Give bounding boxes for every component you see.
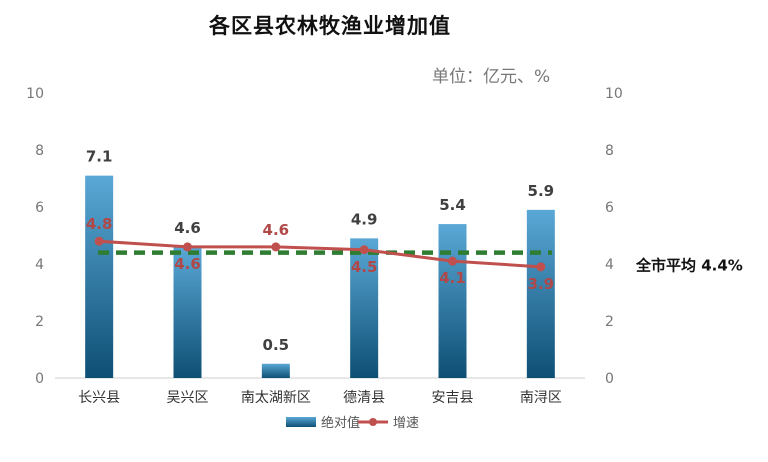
- growth-value-label: 4.6: [174, 255, 201, 273]
- y-tick-label-right: 0: [605, 371, 614, 387]
- legend-bar-label: 绝对值: [321, 415, 360, 431]
- y-tick-label-left: 2: [35, 314, 44, 330]
- growth-value-label: 4.8: [86, 215, 113, 233]
- growth-point: [448, 256, 457, 266]
- growth-point: [94, 236, 104, 246]
- x-tick-label: 南浔区: [520, 390, 562, 406]
- bar-value-label: 0.5: [263, 336, 290, 354]
- chart-title: 各区县农林牧渔业增加值: [209, 14, 451, 38]
- bar-value-label: 4.9: [351, 210, 378, 228]
- y-tick-label-left: 4: [35, 257, 44, 273]
- bar: [526, 209, 555, 378]
- bar-value-label: 4.6: [174, 219, 201, 237]
- bar: [350, 238, 379, 378]
- y-tick-label-right: 8: [605, 143, 614, 159]
- y-tick-label-left: 8: [35, 143, 44, 159]
- unit-label: 单位：亿元、%: [432, 67, 551, 87]
- growth-value-label: 4.6: [263, 221, 290, 239]
- y-tick-label-right: 4: [605, 257, 614, 273]
- y-tick-label-left: 0: [35, 371, 44, 387]
- growth-value-label: 3.9: [528, 275, 555, 293]
- growth-value-label: 4.5: [351, 258, 378, 276]
- x-tick-label: 德清县: [343, 390, 385, 406]
- x-tick-label: 南太湖新区: [241, 390, 311, 406]
- x-tick-label: 吴兴区: [167, 390, 209, 406]
- growth-point: [536, 262, 546, 272]
- legend-line-marker: [369, 418, 377, 426]
- bar-value-label: 5.4: [439, 196, 466, 214]
- x-tick-label: 长兴县: [78, 390, 120, 406]
- y-tick-label-right: 2: [605, 314, 614, 330]
- bar: [85, 175, 114, 378]
- y-tick-label-left: 10: [26, 86, 44, 102]
- growth-value-label: 4.1: [439, 269, 466, 287]
- bar-value-label: 7.1: [86, 148, 113, 166]
- y-tick-label-right: 6: [605, 200, 614, 216]
- bar-value-label: 5.9: [528, 182, 555, 200]
- bar: [261, 363, 290, 378]
- bar: [438, 224, 467, 378]
- legend-line-label: 增速: [393, 416, 419, 431]
- y-tick-label-left: 6: [35, 200, 44, 216]
- average-label: 全市平均 4.4%: [635, 257, 743, 275]
- growth-point: [359, 245, 369, 255]
- growth-line: [99, 239, 541, 269]
- growth-point: [183, 242, 192, 252]
- y-tick-label-right: 10: [605, 86, 623, 102]
- legend-bar-swatch: [286, 417, 316, 427]
- bar: [173, 246, 202, 378]
- growth-point: [271, 242, 281, 252]
- x-tick-label: 安吉县: [432, 390, 474, 406]
